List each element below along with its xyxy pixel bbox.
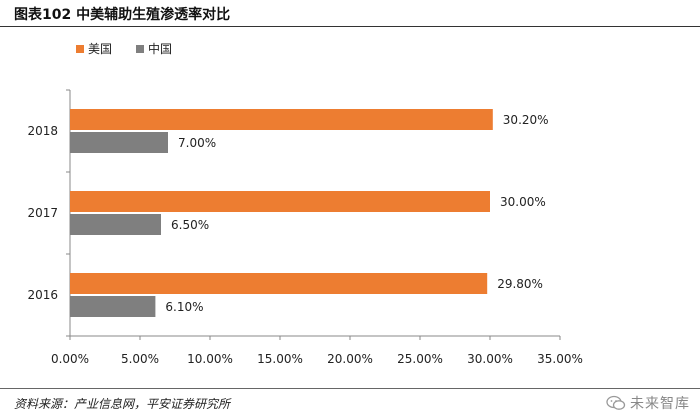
- chart-area: 美国 中国 2018 30.20% 7.00% 2017 30.00% 6.50% 2016 29…: [0, 30, 700, 380]
- x-tick-label-1: 5.00%: [121, 352, 159, 366]
- x-tick-label-0: 0.00%: [51, 352, 89, 366]
- chart-footer: 资料来源：产业信息网，平安证券研究所 未来智库: [0, 388, 700, 419]
- data-label-cn-2017: 6.50%: [171, 218, 209, 232]
- bar-us-2016: [70, 273, 488, 294]
- category-label-2016: 2016: [27, 288, 58, 302]
- data-label-cn-2018: 7.00%: [178, 136, 216, 150]
- data-label-us-2018: 30.20%: [503, 113, 549, 127]
- data-label-cn-2016: 6.10%: [165, 300, 203, 314]
- legend-swatch-0: [76, 45, 84, 53]
- x-tick-label-6: 30.00%: [467, 352, 513, 366]
- bar-us-2017: [70, 191, 490, 212]
- x-tick-label-4: 20.00%: [327, 352, 373, 366]
- chart-header: 图表102 中美辅助生殖渗透率对比: [0, 0, 700, 27]
- watermark-text: 未来智库: [630, 396, 690, 412]
- bar-cn-2016: [70, 296, 156, 317]
- x-tick-label-3: 15.00%: [257, 352, 303, 366]
- category-label-2017: 2017: [27, 206, 58, 220]
- legend-swatch-1: [136, 45, 144, 53]
- category-label-2018: 2018: [27, 124, 58, 138]
- x-tick-label-7: 35.00%: [537, 352, 583, 366]
- source-note: 资料来源：产业信息网，平安证券研究所: [14, 397, 231, 411]
- legend-label-0: 美国: [88, 42, 112, 56]
- chart-title: 图表102 中美辅助生殖渗透率对比: [14, 7, 231, 23]
- bar-us-2018: [70, 109, 493, 130]
- watermark: 未来智库: [606, 393, 690, 413]
- bar-cn-2018: [70, 132, 168, 153]
- data-label-us-2016: 29.80%: [497, 277, 543, 291]
- wechat-icon: [606, 395, 626, 410]
- bar-cn-2017: [70, 214, 161, 235]
- bar-chart: 美国 中国 2018 30.20% 7.00% 2017 30.00% 6.50% 2016 29…: [27, 41, 583, 366]
- x-tick-label-5: 25.00%: [397, 352, 443, 366]
- legend-label-1: 中国: [148, 41, 172, 56]
- data-label-us-2017: 30.00%: [500, 195, 546, 209]
- x-tick-label-2: 10.00%: [187, 352, 233, 366]
